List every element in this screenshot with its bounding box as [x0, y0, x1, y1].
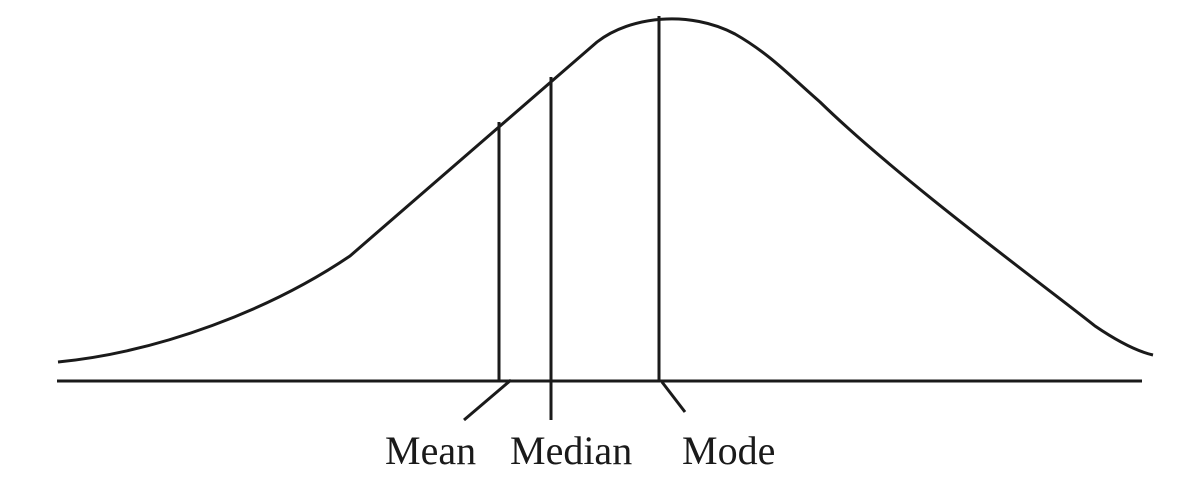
- mode-label: Mode: [682, 428, 775, 473]
- median-label: Median: [510, 428, 632, 473]
- mode-leader-line: [660, 381, 687, 413]
- mean-leader-line: [463, 378, 512, 422]
- distribution-curve: [57, 17, 1154, 364]
- mean-label: Mean: [385, 428, 476, 473]
